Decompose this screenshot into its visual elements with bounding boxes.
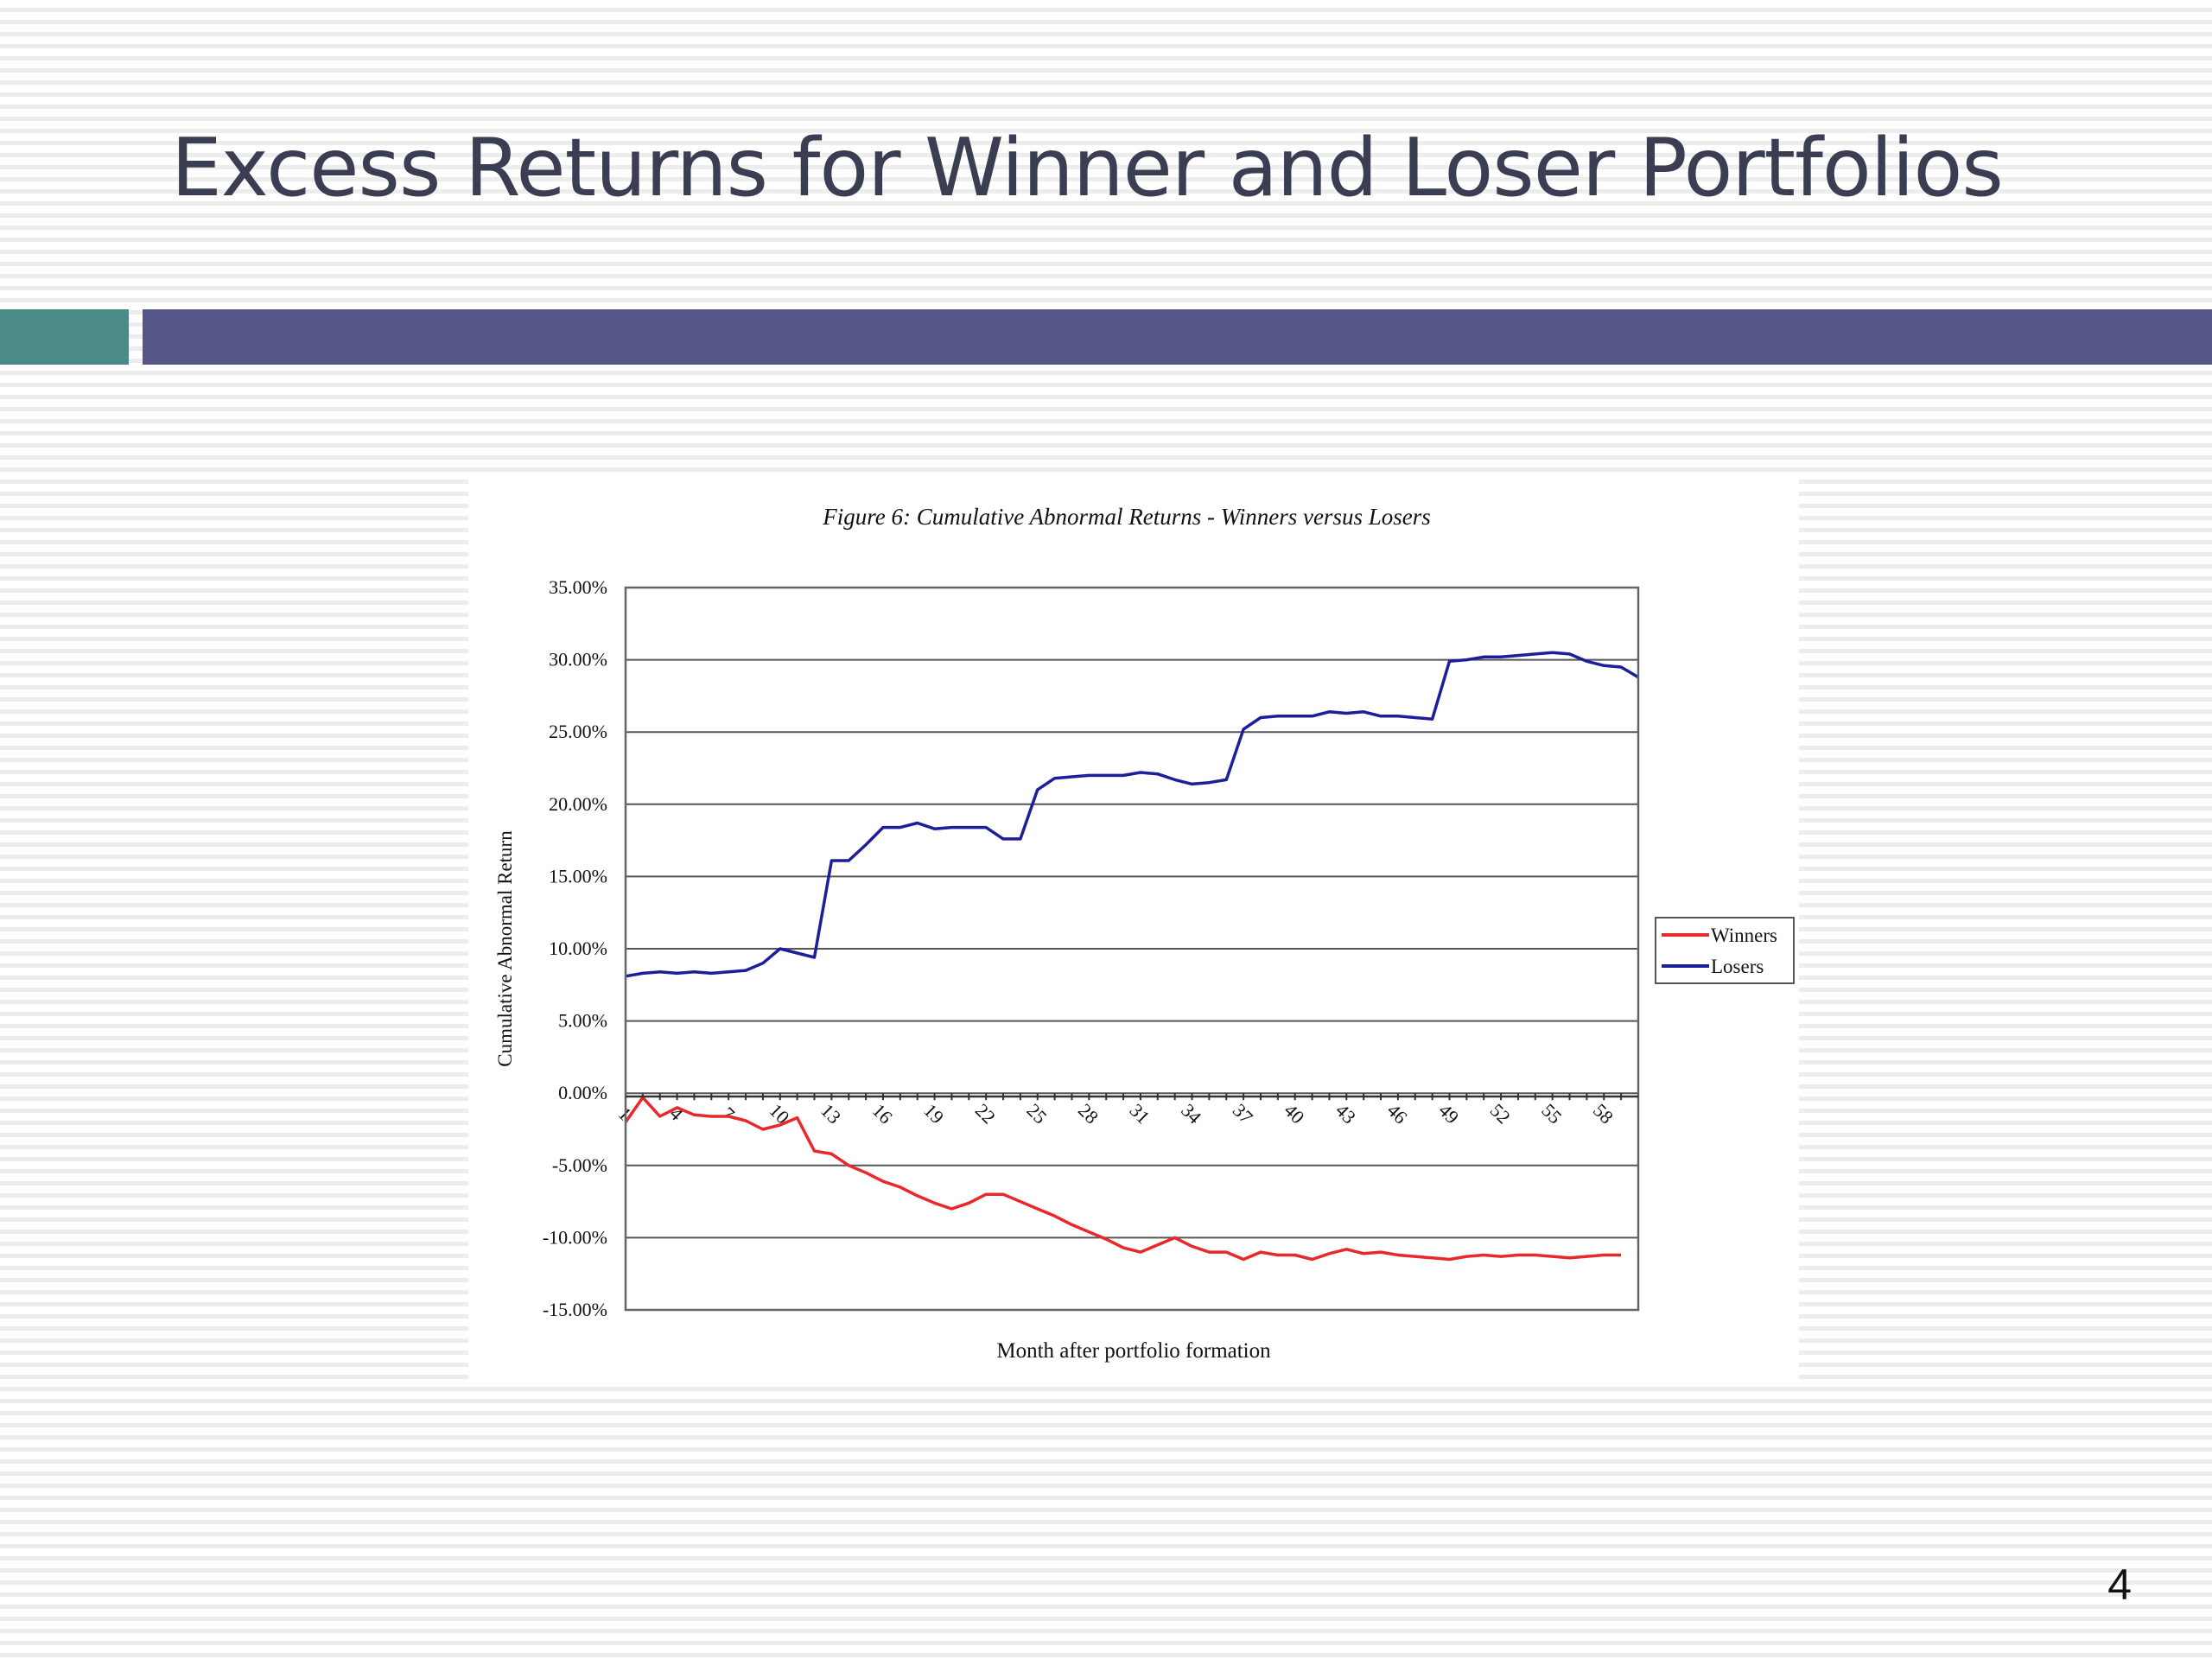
chart-panel: Figure 6: Cumulative Abnormal Returns - … [468, 479, 1799, 1382]
x-tick-label: 4 [665, 1103, 687, 1124]
legend-label-winners: Winners [1711, 925, 1777, 946]
y-tick-label: -5.00% [552, 1154, 607, 1176]
y-tick-label: 35.00% [549, 576, 607, 598]
legend: Winners Losers [1655, 917, 1795, 984]
series-line-losers [625, 651, 1639, 978]
x-tick-label: 31 [1126, 1099, 1154, 1128]
x-tick-label: 7 [717, 1103, 739, 1124]
y-axis-label: Cumulative Abnormal Return [494, 830, 516, 1067]
x-tick-label: 16 [868, 1099, 897, 1128]
y-tick-label: -10.00% [543, 1226, 607, 1248]
x-tick-label: 49 [1434, 1099, 1463, 1128]
x-tick-label: 40 [1280, 1099, 1308, 1128]
x-tick-label: 28 [1074, 1099, 1103, 1128]
x-tick-label: 37 [1229, 1099, 1257, 1128]
x-tick-label: 46 [1383, 1099, 1412, 1128]
series-line-winners [624, 1096, 1622, 1262]
accent-bar-right [143, 309, 2212, 365]
legend-box [1655, 917, 1795, 984]
y-tick-label: -15.00% [543, 1299, 607, 1320]
x-tick-label: 52 [1486, 1099, 1515, 1128]
x-tick-label: 58 [1589, 1099, 1618, 1128]
page-number: 4 [2107, 1560, 2132, 1609]
x-tick-label: 55 [1537, 1099, 1566, 1128]
y-tick-label: 10.00% [549, 938, 607, 959]
y-tick-label: 15.00% [549, 865, 607, 887]
legend-label-losers: Losers [1711, 956, 1764, 977]
line-chart: Figure 6: Cumulative Abnormal Returns - … [494, 504, 1795, 1363]
y-tick-label: 20.00% [549, 793, 607, 815]
x-tick-label: 13 [817, 1099, 845, 1128]
plot-frame [624, 586, 1640, 1312]
slide-title: Excess Returns for Winner and Loser Port… [171, 121, 2004, 214]
chart-title: Figure 6: Cumulative Abnormal Returns - … [822, 504, 1430, 530]
x-tick-label: 19 [919, 1099, 948, 1128]
y-tick-label: 5.00% [558, 1010, 607, 1032]
y-tick-label: 25.00% [549, 721, 607, 742]
y-tick-label: 30.00% [549, 649, 607, 671]
x-tick-label: 22 [971, 1099, 1000, 1128]
x-axis-label: Month after portfolio formation [996, 1339, 1271, 1363]
x-tick-label: 25 [1022, 1099, 1051, 1128]
x-tick-label: 43 [1332, 1099, 1360, 1128]
y-tick-label: 0.00% [558, 1082, 607, 1103]
x-tick-label: 34 [1177, 1099, 1205, 1128]
accent-bar-left [0, 309, 129, 365]
